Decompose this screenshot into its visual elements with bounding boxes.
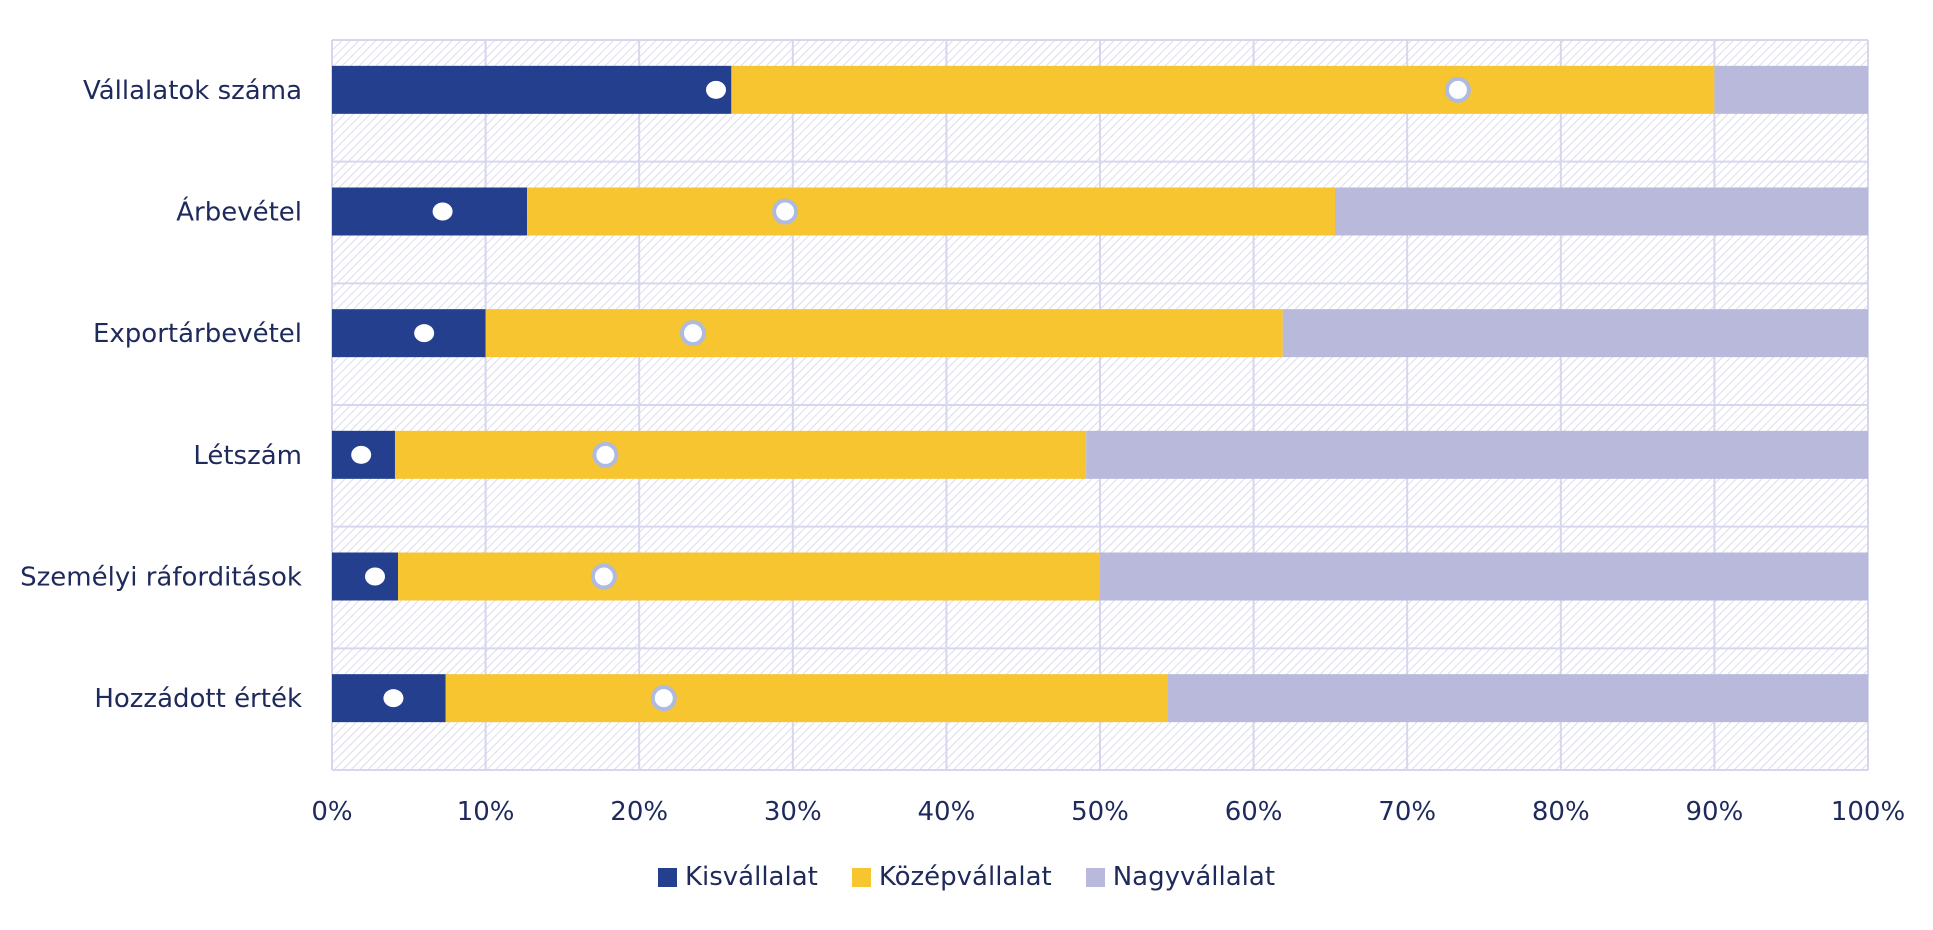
marker-ring-2 [679, 320, 706, 347]
bar-kisvállalat-1 [332, 187, 528, 236]
bar-középvállalat-2 [485, 309, 1283, 358]
marker-ring-3 [592, 441, 619, 468]
legend-item-kozepvallalat: Középvállalat [851, 862, 1052, 892]
bar-kisvállalat-0 [332, 65, 732, 114]
marker-dot-1 [432, 202, 453, 221]
bar-nagyvállalat-0 [1714, 65, 1868, 114]
bars-layer [332, 65, 1868, 723]
legend-swatch-icon [1085, 867, 1105, 887]
x-tick-label: 90% [1686, 797, 1744, 827]
bar-nagyvállalat-3 [1086, 430, 1868, 479]
marker-dot-0 [706, 80, 726, 99]
x-tick-label: 70% [1378, 797, 1436, 827]
bar-középvállalat-0 [731, 65, 1715, 114]
x-tick-label: 20% [610, 797, 668, 827]
legend-item-nagyvallalat: Nagyvállalat [1085, 862, 1276, 892]
bar-középvállalat-3 [394, 430, 1087, 479]
bar-nagyvállalat-1 [1335, 187, 1868, 236]
bar-nagyvállalat-2 [1282, 309, 1868, 358]
bar-kisvállalat-2 [332, 309, 486, 358]
bar-középvállalat-4 [398, 552, 1101, 601]
marker-ring-4 [590, 563, 617, 590]
legend-label: Nagyvállalat [1112, 862, 1276, 892]
x-tick-label: 30% [764, 797, 822, 827]
legend: Kisvállalat Középvállalat Nagyvállalat [0, 862, 1933, 892]
x-tick-label: 10% [457, 797, 515, 827]
bar-középvállalat-5 [445, 674, 1168, 723]
x-tick-label: 80% [1532, 797, 1590, 827]
markers-layer [351, 76, 1471, 712]
category-label: Személyi ráforditások [20, 563, 302, 593]
x-tick-label: 50% [1071, 797, 1129, 827]
category-labels: Vállalatok száma Árbevétel Exportárbevétel… [20, 76, 302, 714]
category-label: Hozzádott érték [94, 684, 302, 714]
legend-label: Kisvállalat [684, 862, 818, 892]
marker-dot-4 [365, 567, 386, 586]
x-axis-tick-labels: 0% 10% 20% 30% 40% 50% 60% 70% 80% 90% 100% [311, 797, 1905, 827]
legend-label: Középvállalat [878, 862, 1052, 892]
legend-item-kisvallalat: Kisvállalat [657, 862, 818, 892]
category-label: Létszám [193, 441, 302, 471]
bar-nagyvállalat-5 [1167, 674, 1868, 723]
marker-ring-5 [650, 685, 677, 712]
x-tick-label: 40% [918, 797, 976, 827]
bar-középvállalat-1 [527, 187, 1336, 236]
category-label: Árbevétel [176, 196, 302, 228]
marker-dot-5 [383, 689, 404, 708]
marker-ring-0 [1444, 76, 1471, 103]
marker-dot-2 [414, 324, 435, 343]
marker-ring-1 [772, 198, 799, 225]
x-tick-label: 0% [311, 797, 352, 827]
marker-dot-3 [351, 445, 372, 464]
x-tick-label: 60% [1225, 797, 1283, 827]
category-label: Vállalatok száma [83, 76, 302, 106]
category-label: Exportárbevétel [93, 319, 302, 349]
legend-swatch-icon [851, 867, 871, 887]
legend-swatch-icon [657, 867, 677, 887]
bar-nagyvállalat-4 [1100, 552, 1868, 601]
x-tick-label: 100% [1831, 797, 1905, 827]
